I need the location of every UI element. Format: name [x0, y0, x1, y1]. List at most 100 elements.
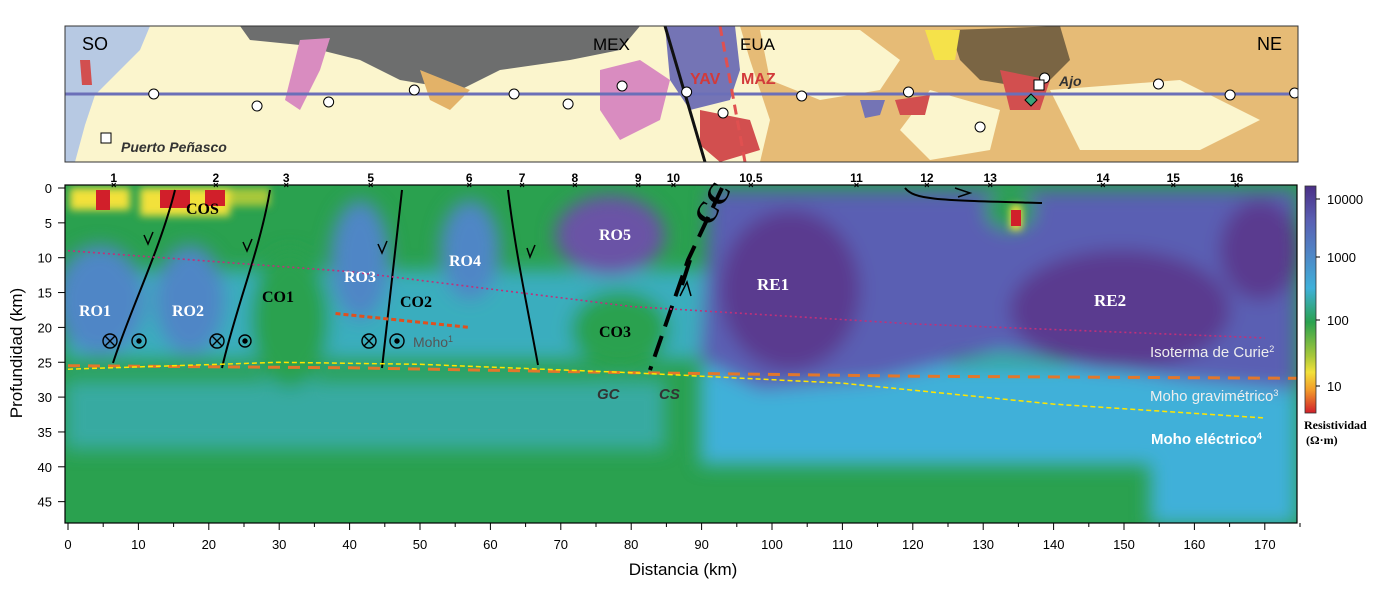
station-label: 12: [920, 171, 934, 185]
x-tick-label: 170: [1254, 537, 1276, 552]
x-tick-label: 40: [342, 537, 356, 552]
colorbar-tick-label: 1000: [1327, 250, 1356, 265]
station-mark: [111, 182, 117, 188]
station-mark: [854, 182, 859, 188]
region-re1: RE1: [757, 275, 789, 294]
station-mark: [1100, 182, 1106, 188]
strike-slip-symbols: [102, 333, 405, 349]
map-station: [508, 88, 520, 100]
cc-fault-solid: [680, 259, 692, 286]
dip-arrows: [143, 187, 973, 297]
section-frame: [64, 184, 1298, 524]
station-label: 13: [984, 171, 998, 185]
station-label: 14: [1096, 171, 1110, 185]
station-markers: 1 2 3 5 6 7 8 9 10 10.5 11 12 13 14 15 16: [110, 171, 1244, 188]
map-station: [717, 107, 729, 119]
colorbar-gradient: [1304, 185, 1317, 414]
station-mark: [924, 182, 930, 188]
colorbar-tick-label: 10000: [1327, 192, 1363, 207]
map-label-ajo: Ajo: [1058, 73, 1082, 89]
fault-lines: [112, 187, 1043, 369]
station-label: 11: [850, 171, 863, 185]
puerto-penasco-marker: [100, 132, 112, 144]
station-label: 9: [635, 171, 642, 185]
y-tick-label: 25: [38, 355, 52, 370]
y-tick-label: 0: [45, 181, 52, 196]
map-station: [1152, 78, 1164, 90]
station-label: 2: [212, 171, 219, 185]
legend-moho-elec: Moho eléctrico4: [1151, 431, 1262, 448]
map-station: [148, 88, 160, 100]
station-mark: [1170, 182, 1176, 188]
red-anomaly-3: [205, 190, 225, 206]
x-tick-label: 70: [554, 537, 568, 552]
y-tick-label: 20: [38, 320, 52, 335]
station-label: 3: [283, 171, 290, 185]
x-tick-label: 150: [1113, 537, 1135, 552]
station-label: 10: [667, 171, 681, 185]
station-label: 1: [110, 171, 117, 185]
region-co1: CO1: [262, 289, 294, 306]
legend-curie: Isoterma de Curie2: [1150, 344, 1274, 361]
x-tick-label: 20: [202, 537, 216, 552]
station-mark: [213, 182, 219, 188]
legend-moho-grav: Moho gravimétrico3: [1150, 388, 1278, 405]
region-co3: CO3: [599, 324, 631, 341]
map-frame: [64, 25, 1299, 163]
station-mark: [368, 182, 374, 188]
x-tick-label: 100: [761, 537, 783, 552]
map-station: [902, 86, 914, 98]
fault-trace: [718, 26, 747, 162]
map-label-yav: YAV: [690, 71, 721, 88]
map-station: [562, 98, 574, 110]
station-mark: [635, 182, 641, 188]
x-tick-label: 80: [624, 537, 638, 552]
x-tick-label: 60: [483, 537, 497, 552]
region-re2: RE2: [1094, 291, 1126, 310]
station-mark: [987, 182, 993, 188]
y-axis: 0 5 10 15 20 25 30 35 40 45: [38, 181, 65, 510]
x-tick-label: 50: [413, 537, 427, 552]
colorbar-ticks: 10000 1000 100 10: [1316, 192, 1363, 394]
region-cs: CS: [659, 386, 680, 403]
colorbar-unit: (Ω·m): [1306, 433, 1338, 447]
moho-label: Moho1: [413, 334, 453, 350]
map-label-mex: MEX: [593, 35, 630, 54]
station-mark: [466, 182, 472, 188]
map-corner-right: NE: [1257, 34, 1282, 54]
station-label: 8: [572, 171, 579, 185]
x-tick-label: 160: [1184, 537, 1206, 552]
station-label: 6: [466, 171, 473, 185]
colorbar-tick-label: 10: [1327, 379, 1341, 394]
region-ro1: RO1: [79, 303, 111, 320]
x-tick-label: 90: [694, 537, 708, 552]
location-map: [65, 26, 1298, 162]
map-station: [1289, 87, 1298, 99]
red-anomaly-1: [96, 190, 110, 210]
map-label-puerto: Puerto Peñasco: [121, 139, 227, 155]
colorbar-title: Resistividad: [1304, 418, 1367, 432]
y-axis-label: Profundidad (km): [7, 288, 26, 418]
red-anomaly-4: [1011, 210, 1021, 226]
map-station: [251, 100, 263, 112]
map-station: [796, 90, 808, 102]
x-tick-label: 30: [272, 537, 286, 552]
x-tick-label: 120: [902, 537, 924, 552]
x-axis-label: Distancia (km): [629, 560, 738, 579]
station-mark: [671, 182, 676, 188]
region-co2: CO2: [400, 294, 432, 311]
station-mark: [519, 182, 525, 188]
ajo-marker: [1033, 79, 1045, 91]
region-cos: COS: [186, 201, 219, 218]
colorbar: 10000 1000 100 10 Resistividad (Ω·m): [1304, 185, 1367, 447]
station-label: 15: [1167, 171, 1181, 185]
station-label: 5: [367, 171, 374, 185]
boundary-curves: [67, 249, 1297, 419]
y-tick-label: 35: [38, 425, 52, 440]
region-ro2: RO2: [172, 303, 204, 320]
region-ro5: RO5: [599, 227, 631, 244]
x-tick-label: 130: [972, 537, 994, 552]
station-label: 10.5: [739, 171, 763, 185]
map-station: [974, 121, 986, 133]
